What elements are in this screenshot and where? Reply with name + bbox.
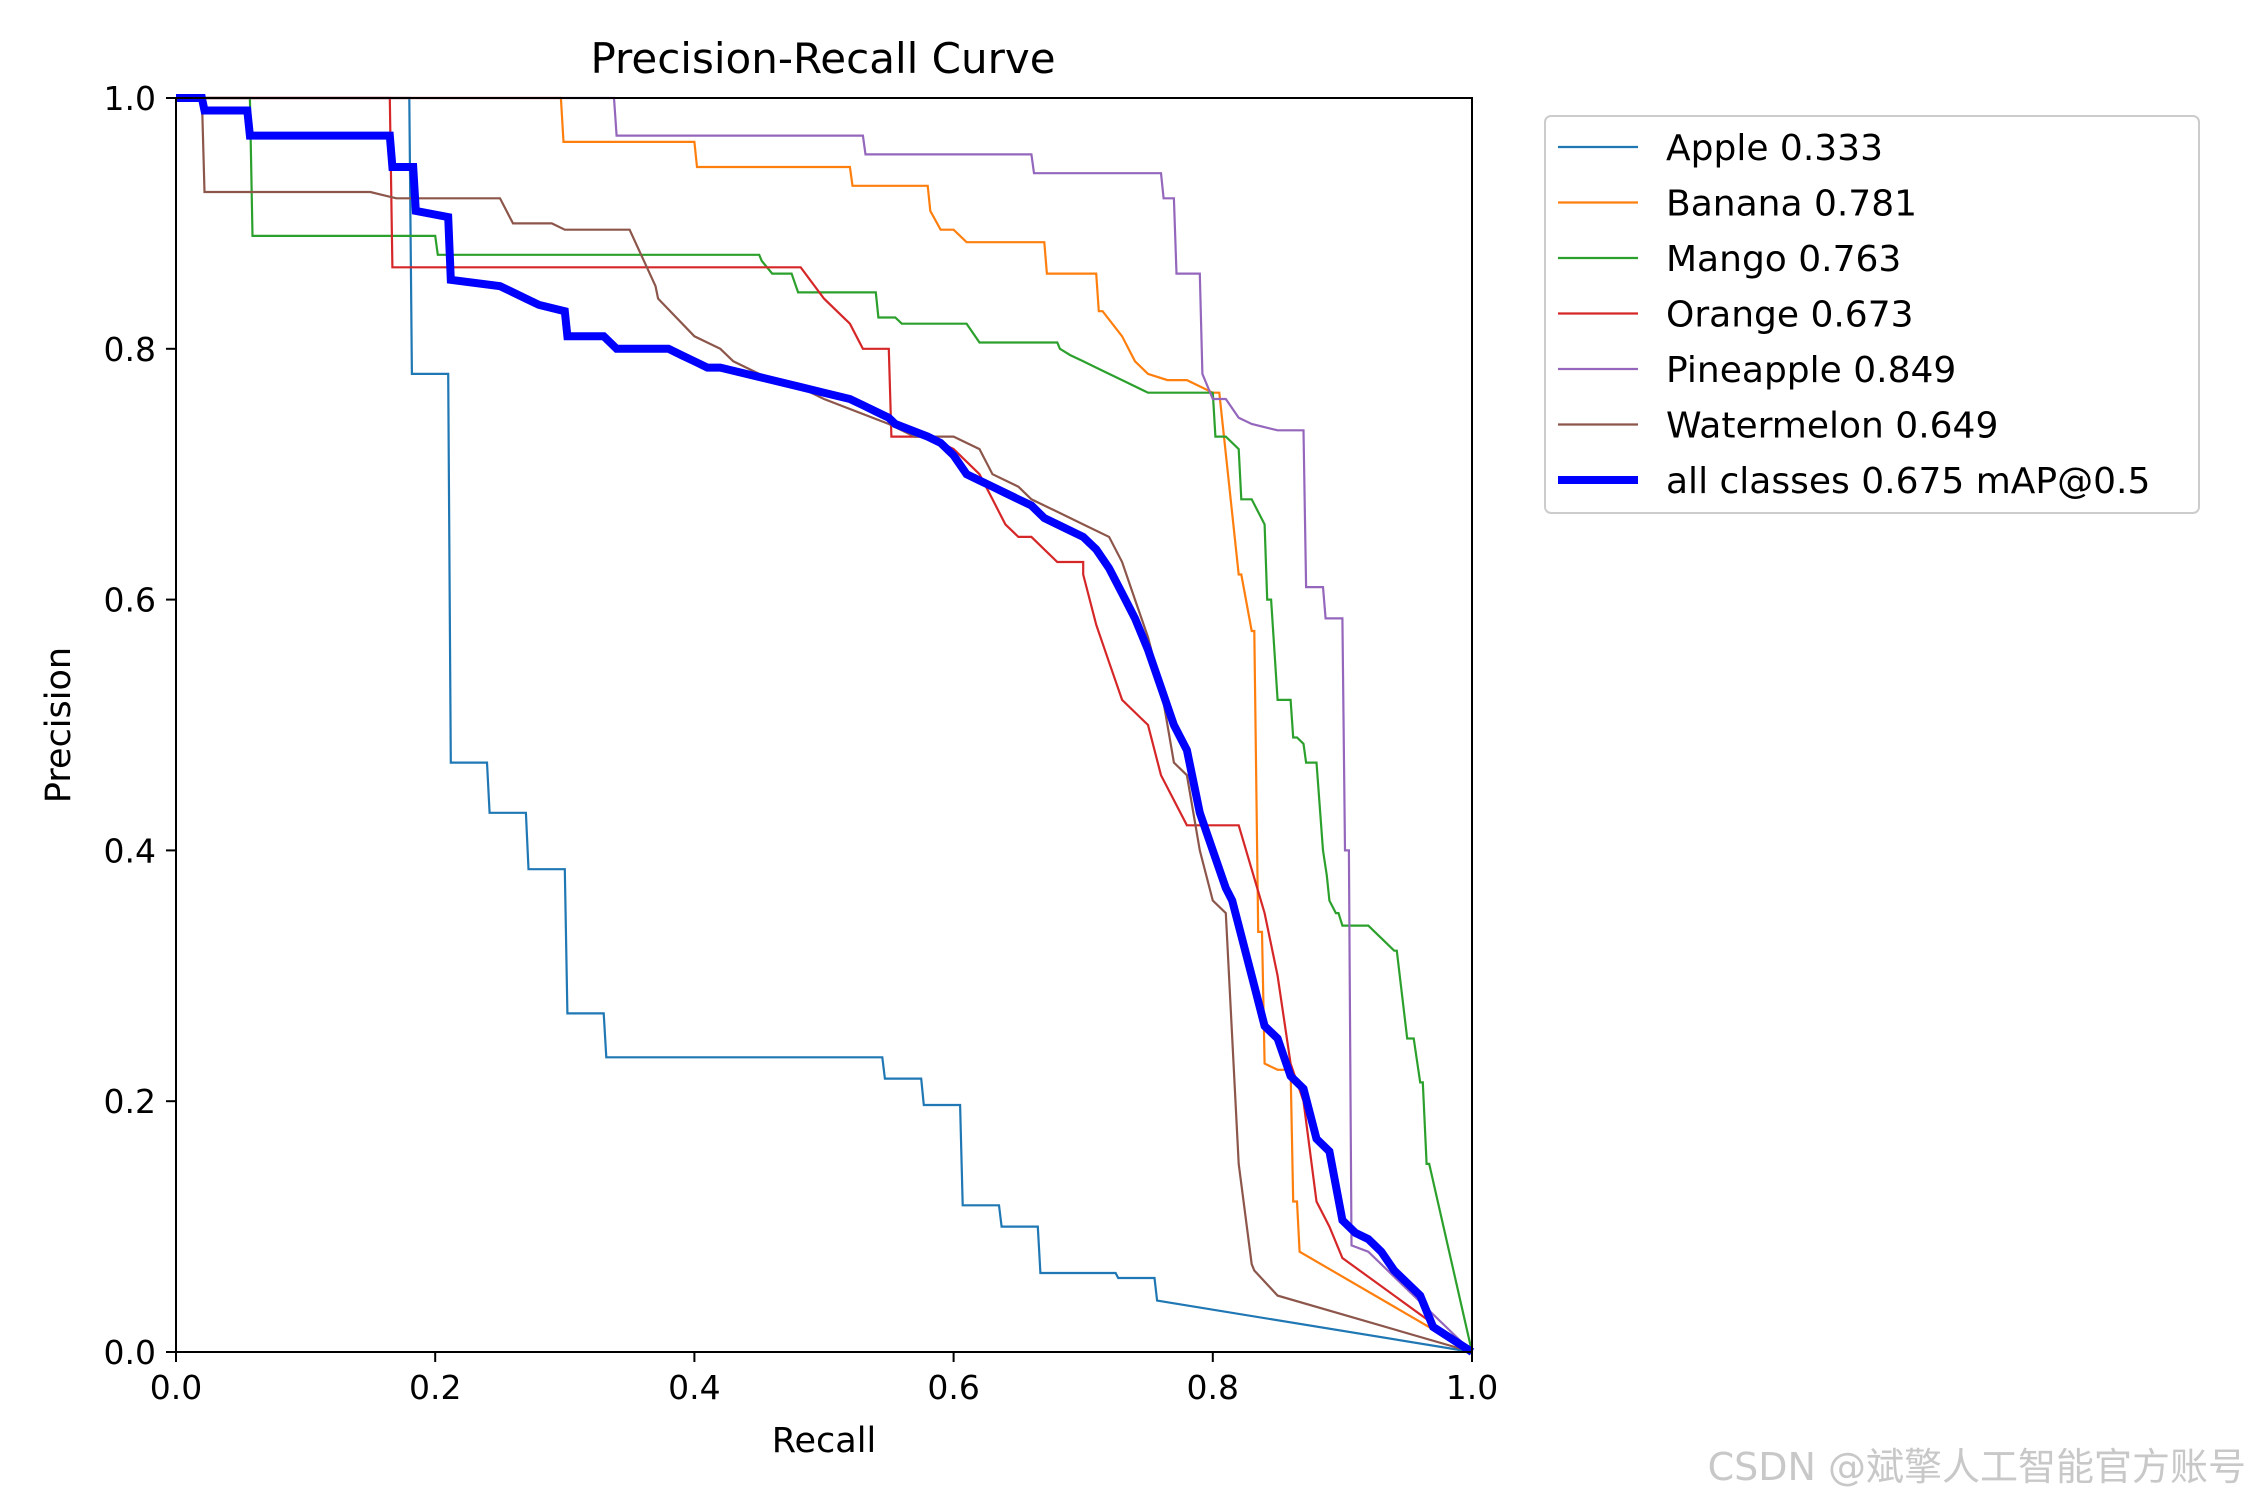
chart-title: Precision-Recall Curve <box>590 34 1055 83</box>
plot-frame <box>175 97 1473 1353</box>
legend-frame <box>1544 115 2200 514</box>
plot-area <box>175 94 1475 1356</box>
y-tick-label: 0.4 <box>104 831 156 870</box>
x-axis-ticks: 0.0 0.2 0.4 0.6 0.8 1.0 <box>150 1352 1498 1407</box>
series-line-7 <box>176 94 1475 1356</box>
x-tick-label: 0.8 <box>1187 1368 1239 1407</box>
legend-entry-label: Mango 0.763 <box>1666 239 1901 280</box>
legend-entry-label: Apple 0.333 <box>1666 128 1883 169</box>
x-tick-label: 0.4 <box>668 1368 720 1407</box>
x-tick-label: 0.0 <box>150 1368 202 1407</box>
legend-entry-label: all classes 0.675 mAP@0.5 <box>1666 461 2150 502</box>
legend-items: Apple 0.333 Banana 0.781 Mango 0.763 Orange… <box>1558 128 2150 502</box>
y-tick-label: 0.6 <box>104 581 156 620</box>
legend-entry-label: Banana 0.781 <box>1666 184 1917 225</box>
y-tick-label: 1.0 <box>104 79 156 118</box>
series-line-1 <box>176 96 1473 1354</box>
watermark-text: CSDN @斌擎人工智能官方账号 <box>1708 1445 2246 1489</box>
x-axis-label: Recall <box>772 1421 876 1461</box>
series-line-3 <box>176 96 1474 1353</box>
y-axis-ticks: 0.0 0.2 0.4 0.6 0.8 1.0 <box>104 79 176 1372</box>
x-tick-label: 0.6 <box>927 1368 979 1407</box>
series-line-6 <box>176 96 1473 1354</box>
x-tick-label: 0.2 <box>409 1368 461 1407</box>
x-tick-label: 1.0 <box>1446 1368 1498 1407</box>
y-tick-label: 0.0 <box>104 1333 156 1372</box>
y-tick-label: 0.8 <box>104 330 156 369</box>
legend-entry-label: Watermelon 0.649 <box>1666 406 1998 447</box>
legend-entry-label: Orange 0.673 <box>1666 295 1914 336</box>
y-tick-label: 0.2 <box>104 1082 156 1121</box>
series-line-5 <box>176 96 1473 1353</box>
series-line-4 <box>176 96 1473 1353</box>
legend-entry-label: Pineapple 0.849 <box>1666 350 1956 391</box>
series-layer <box>176 94 1475 1356</box>
legend: Apple 0.333 Banana 0.781 Mango 0.763 Orange… <box>1544 115 2200 514</box>
y-axis-label: Precision <box>39 647 79 803</box>
